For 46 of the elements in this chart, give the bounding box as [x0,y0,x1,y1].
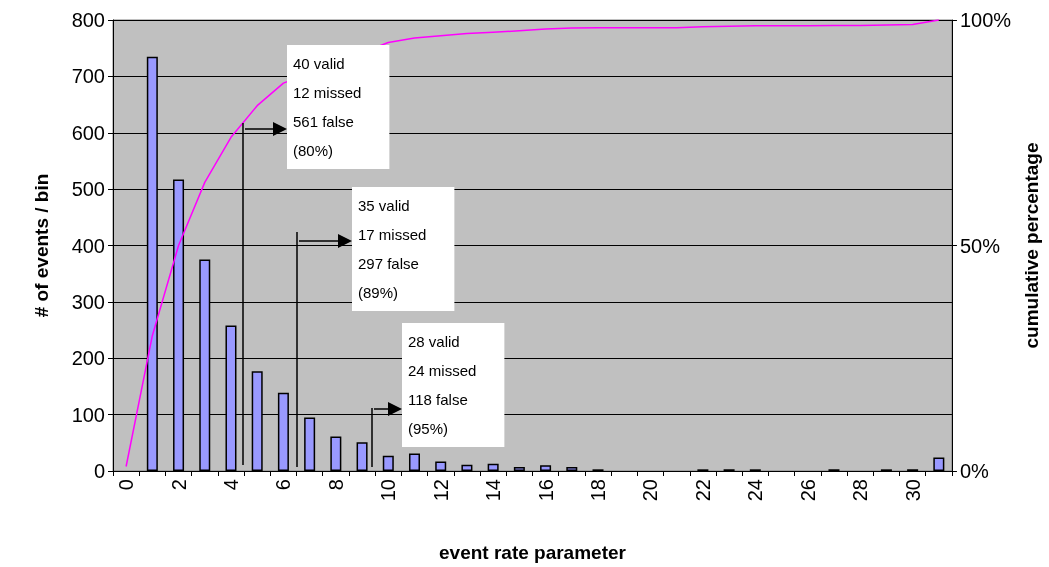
x-tick-label: 28 [849,479,872,502]
y-tick-label: 400 [71,234,105,257]
annotation: 40 valid 12 missed 561 false (80%) [293,55,362,159]
annotation: 28 valid 24 missed 118 false (95%) [408,333,477,437]
x-tick-label: 20 [639,479,662,502]
bar [382,455,394,471]
y-tick-label: 700 [71,65,105,88]
annotation: 35 valid 17 missed 297 false (89%) [358,197,427,301]
x-tick-label: 8 [324,479,347,491]
x-tick-label: 4 [219,479,242,491]
y2-tick-label: 0% [959,460,990,482]
y2-tick-label: 100% [959,9,1012,31]
y2-axis-title: cumulative percentage [1021,142,1042,349]
y2-tick-label: 50% [959,234,1001,257]
x-tick-label: 30 [901,479,924,502]
bar [540,465,552,471]
bar [304,417,316,471]
y-tick-label: 300 [71,290,105,313]
bar [487,463,499,471]
y-tick-label: 100 [71,403,105,426]
x-tick-label: 0 [115,479,138,491]
y-tick-label: 500 [71,178,105,201]
bar [435,461,447,471]
y-tick-label: 800 [71,9,105,31]
y-tick-label: 200 [71,347,105,370]
x-tick-label: 22 [691,479,714,502]
bar [461,464,473,471]
y-tick-label: 600 [71,121,105,144]
x-tick-label: 12 [429,479,452,502]
bar [356,442,368,471]
x-tick-label: 16 [534,479,557,502]
bar [408,453,420,471]
x-tick-label: 26 [796,479,819,502]
x-tick-label: 24 [744,479,767,502]
x-tick-label: 14 [482,479,505,502]
bar [933,457,945,471]
x-tick-label: 18 [587,479,610,502]
x-tick-label: 6 [272,479,295,491]
bar [330,436,342,471]
x-tick-label: 2 [167,479,190,491]
line-series [125,19,940,468]
bar [566,467,578,471]
bar [513,467,525,471]
x-axis-title: event rate parameter [439,542,627,563]
y-axis-title: # of events / bin [31,173,52,318]
x-tick-label: 10 [377,479,400,502]
